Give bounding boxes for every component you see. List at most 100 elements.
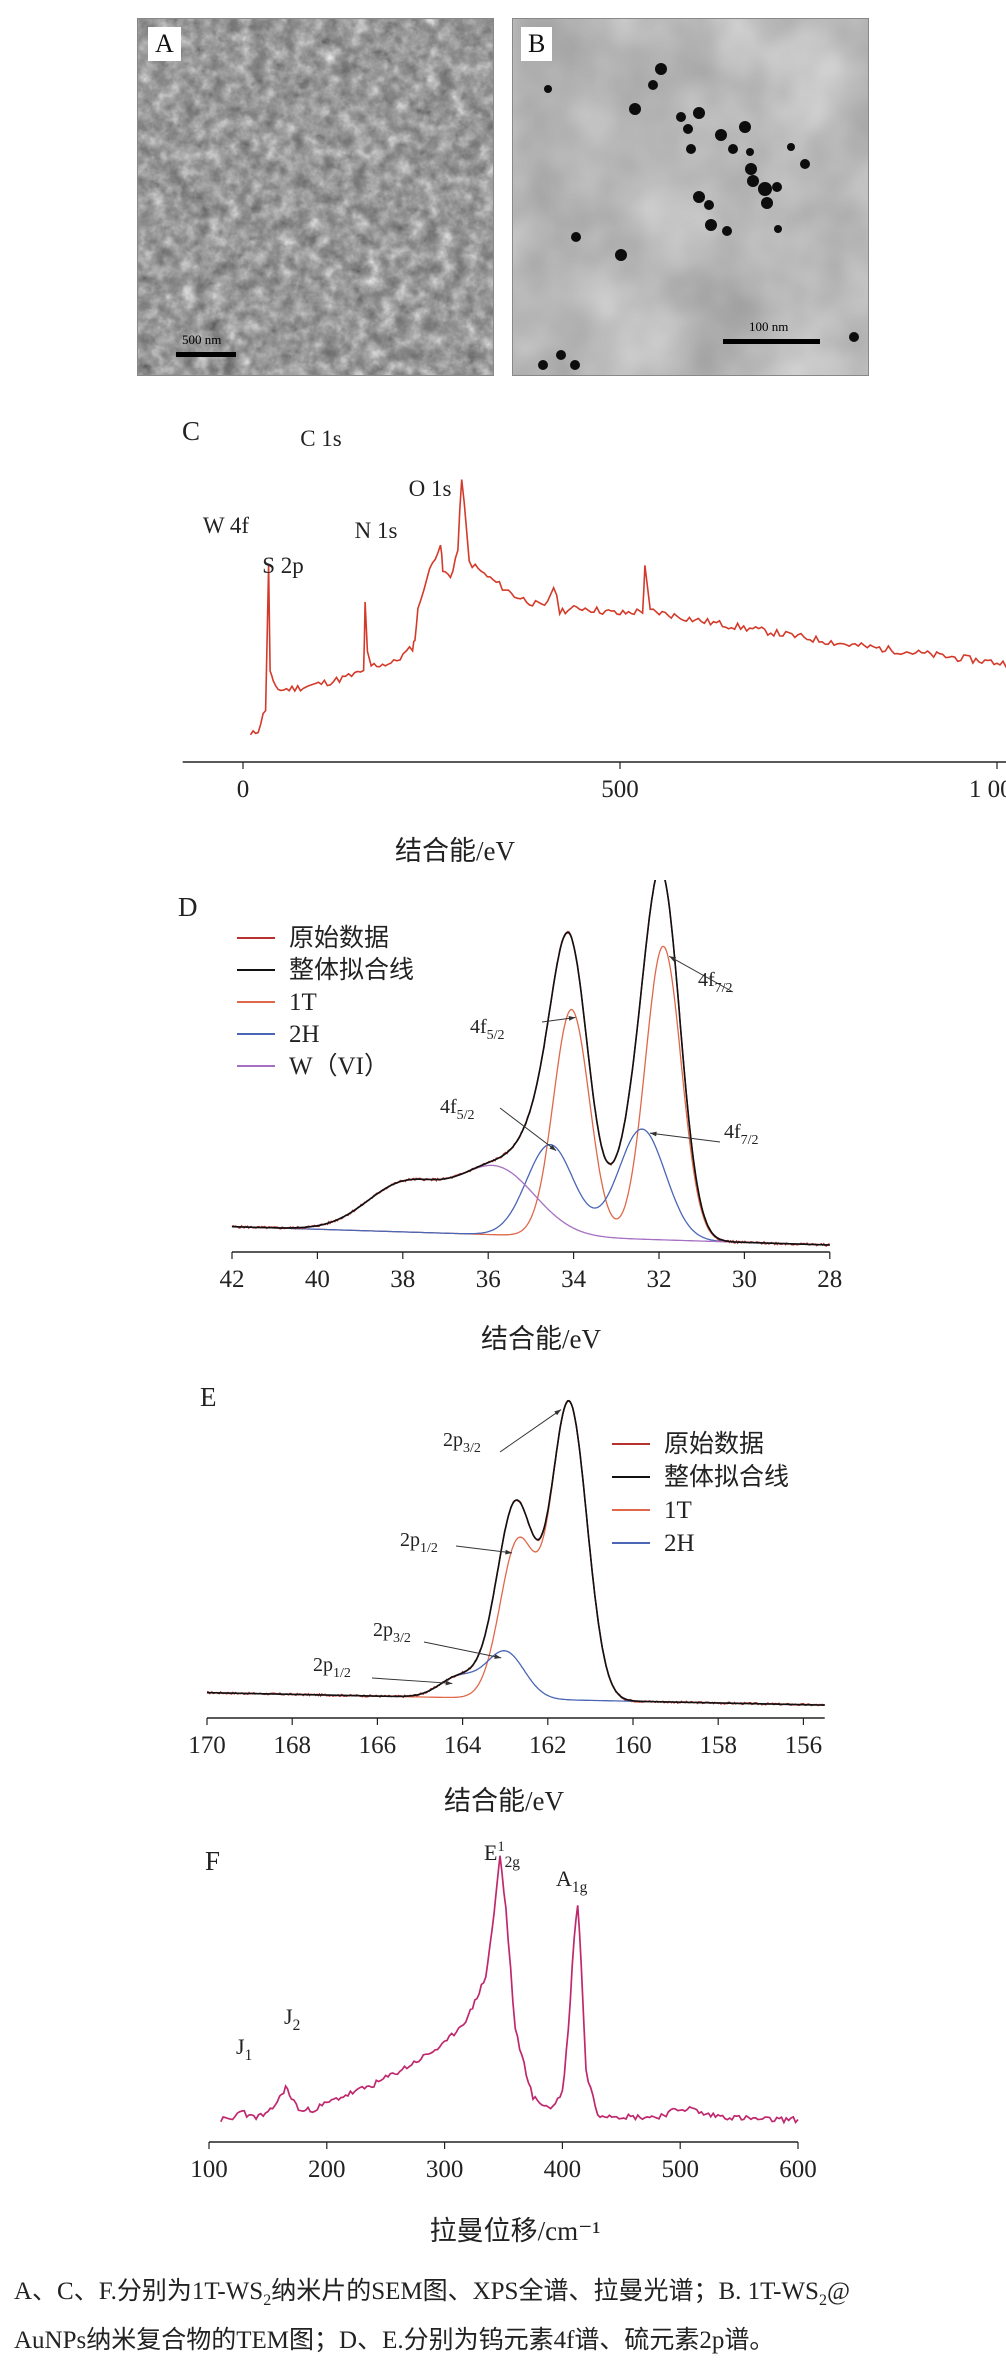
- peak-annotation-arrow: [371, 1677, 453, 1684]
- x-axis-title: 结合能/eV: [395, 836, 515, 866]
- figure-caption: A、C、F.分别为1T-WS2纳米片的SEM图、XPS全谱、拉曼光谱；B. 1T…: [14, 2272, 994, 2361]
- x-tick-label: 500: [661, 2156, 699, 2183]
- raman-chart: F 100 200 300 400 500 600 拉曼位移/cm⁻¹ J1 J2 E12g A1g: [190, 1839, 817, 2246]
- peak-annotation: 4f5/2: [470, 1016, 505, 1043]
- x-tick-label: 0: [237, 776, 250, 803]
- x-tick-label: 200: [308, 2156, 346, 2183]
- panel-letter-c: C: [182, 416, 200, 446]
- peak-annotation-arrow-head: [669, 956, 677, 962]
- panel-letter-f: F: [205, 1846, 220, 1876]
- raman-peak-label: E12g: [484, 1839, 520, 1871]
- sem-texture: [138, 19, 493, 375]
- peak-annotation-arrow-head: [554, 1409, 562, 1416]
- component-line-2H: [206, 1650, 825, 1706]
- legend-label: 2H: [664, 1530, 695, 1557]
- x-axis-title: 结合能/eV: [481, 1324, 601, 1354]
- x-tick-label: 162: [529, 1732, 567, 1759]
- legend-label: 1T: [289, 989, 317, 1016]
- x-tick-label: 156: [785, 1732, 823, 1759]
- peak-annotation-arrow-head: [505, 1549, 512, 1555]
- x-tick-label: 500: [601, 776, 639, 803]
- raman-spectrum-line: [220, 1855, 799, 2125]
- peak-annotation-arrow: [423, 1641, 502, 1659]
- legend-label: 整体拟合线: [289, 956, 414, 984]
- xps-peak-label: C 1s: [300, 426, 342, 451]
- panel-letter-d: D: [178, 892, 198, 922]
- x-tick-label: 30: [732, 1266, 757, 1293]
- caption-line-2: AuNPs纳米复合物的TEM图；D、E.分别为钨元素4f谱、硫元素2p谱。: [14, 2327, 775, 2354]
- s2p-chart: E 170 168 166 164 162 160 158 156 结合能/eV 原始数据整体拟合线…: [188, 1382, 825, 1816]
- peak-annotation: 4f7/2: [724, 1121, 759, 1148]
- component-line-WVI: [231, 1164, 830, 1246]
- peak-annotation: 2p1/2: [400, 1529, 438, 1556]
- x-tick-label: 36: [476, 1266, 501, 1293]
- raman-peak-label: J1: [236, 2034, 252, 2064]
- peak-annotation-arrow: [649, 1132, 721, 1143]
- overall-fit-line: [231, 880, 830, 1246]
- tem-scale-bar: [723, 339, 820, 344]
- legend-label: W（VI）: [289, 1052, 389, 1080]
- x-tick-label: 38: [390, 1266, 415, 1293]
- x-tick-label: 28: [817, 1266, 842, 1293]
- x-tick-label: 32: [647, 1266, 672, 1293]
- panel-letter-e: E: [200, 1382, 217, 1412]
- x-tick-label: 34: [561, 1266, 587, 1293]
- xps-peak-label: S 2p: [262, 553, 304, 578]
- legend-label: 2H: [289, 1021, 320, 1048]
- x-axis-title: 结合能/eV: [444, 1786, 564, 1816]
- sem-image-panel: A 500 nm: [137, 18, 494, 376]
- peak-annotation-arrow: [455, 1545, 513, 1554]
- component-line-1T: [231, 945, 830, 1246]
- overall-fit-line: [206, 1399, 825, 1706]
- xps-survey-line: [249, 479, 1006, 736]
- tem-image-panel: B 100 nm: [512, 18, 869, 376]
- raman-peak-label: J2: [284, 2004, 300, 2034]
- tem-scale-label: 100 nm: [749, 319, 789, 334]
- x-tick-label: 400: [544, 2156, 582, 2183]
- legend-label: 原始数据: [664, 1430, 764, 1458]
- panel-letter-b: B: [521, 27, 553, 61]
- peak-annotation-arrow-head: [649, 1131, 657, 1137]
- peak-annotation-arrow-head: [549, 1144, 557, 1151]
- x-tick-label: 168: [273, 1732, 311, 1759]
- x-tick-label: 170: [188, 1732, 226, 1759]
- legend-label: 原始数据: [289, 924, 389, 952]
- peak-annotation-arrow: [499, 1409, 562, 1453]
- peak-annotation: 2p1/2: [313, 1654, 351, 1681]
- tem-texture: [513, 19, 868, 375]
- caption-line-1-sub2: 2: [818, 2292, 827, 2309]
- caption-line-1-part-b: 纳米片的SEM图、XPS全谱、拉曼光谱；B. 1T-WS: [271, 2278, 819, 2305]
- x-tick-label: 1 000: [969, 776, 1006, 803]
- legend-label: 整体拟合线: [664, 1463, 789, 1491]
- x-tick-label: 100: [190, 2156, 228, 2183]
- sem-scale-bar: [176, 352, 236, 357]
- x-tick-label: 42: [220, 1266, 245, 1293]
- x-tick-label: 300: [426, 2156, 464, 2183]
- xps-peak-label: W 4f: [203, 513, 250, 538]
- x-tick-label: 164: [444, 1732, 482, 1759]
- raman-peak-label: A1g: [556, 1866, 588, 1896]
- caption-line-1-part-c: @: [826, 2278, 850, 2305]
- caption-line-1-sub: 2: [263, 2292, 272, 2309]
- xps-peak-label: N 1s: [355, 518, 398, 543]
- legend-label: 1T: [664, 1497, 692, 1524]
- xps-peak-label: O 1s: [409, 476, 452, 501]
- peak-annotation-arrow-head: [568, 1016, 576, 1021]
- caption-line-1: A、C、F.分别为1T-WS2纳米片的SEM图、XPS全谱、拉曼光谱；B. 1T…: [14, 2272, 994, 2321]
- peak-annotation: 2p3/2: [373, 1619, 411, 1646]
- x-tick-label: 166: [359, 1732, 397, 1759]
- gold-nanoparticles: [538, 63, 859, 370]
- x-axis-title: 拉曼位移/cm⁻¹: [430, 2216, 601, 2246]
- peak-annotation-arrow-head: [445, 1680, 453, 1686]
- x-tick-label: 158: [699, 1732, 737, 1759]
- peak-annotation-arrow: [669, 955, 734, 993]
- peak-annotation: 2p3/2: [443, 1429, 481, 1456]
- panel-letter-a: A: [148, 27, 181, 61]
- x-tick-label: 160: [614, 1732, 652, 1759]
- peak-annotation-arrow-head: [494, 1654, 502, 1659]
- peak-annotation-arrow: [499, 1107, 557, 1152]
- x-tick-label: 40: [305, 1266, 330, 1293]
- caption-line-1-part-a: A、C、F.分别为1T-WS: [14, 2278, 264, 2305]
